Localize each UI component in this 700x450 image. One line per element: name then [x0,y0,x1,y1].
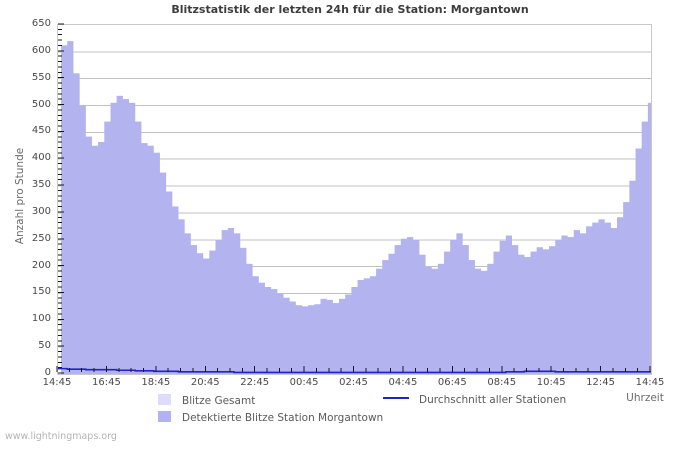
plot-canvas [58,41,651,374]
x-tick-label: 22:45 [240,377,270,388]
legend-swatch-detektierte-blitze [158,411,171,422]
x-axis-label: Uhrzeit [626,392,664,404]
legend-label-durchschnitt: Durchschnitt aller Stationen [419,394,567,406]
series-line-average [58,367,651,374]
x-tick-label: 10:45 [536,377,566,388]
x-tick-label: 14:45 [42,377,72,388]
x-tick-label: 14:45 [635,377,665,388]
y-tick-label: 150 [31,286,51,298]
plot-area [57,24,652,375]
legend-item-blitze-gesamt: Blitze Gesamt [158,394,255,407]
x-tick-label: 20:45 [190,377,220,388]
legend-label-detektierte-blitze: Detektierte Blitze Station Morgantown [182,412,384,424]
y-tick-label: 50 [38,340,51,352]
y-tick-label: 500 [31,98,51,110]
y-tick-label: 650 [31,18,51,29]
x-tick-label: 00:45 [289,377,319,388]
legend: Blitze Gesamt Detektierte Blitze Station… [0,392,700,432]
x-tick-label: 12:45 [586,377,615,388]
y-tick-label: 300 [31,205,51,217]
x-tick-label: 02:45 [339,377,368,388]
y-tick-label: 550 [31,71,51,83]
y-tick-label: 0 [44,367,51,378]
legend-label-blitze-gesamt: Blitze Gesamt [182,395,256,407]
y-tick-label: 450 [31,125,51,137]
x-tick-label: 04:45 [388,377,418,388]
x-tick-label: 16:45 [91,377,121,388]
y-tick-label: 600 [31,44,51,56]
x-tick-label: 06:45 [437,377,467,388]
series-area-1 [58,41,651,374]
page-title: Blitzstatistik der letzten 24h für die S… [171,3,529,16]
y-tick-label: 250 [31,232,51,244]
legend-line-durchschnitt [383,397,409,399]
series-layer [58,41,651,374]
x-tick-label: 08:45 [487,377,517,388]
legend-swatch-blitze-gesamt [158,394,171,405]
y-tick-label: 350 [31,179,51,191]
legend-item-durchschnitt: Durchschnitt aller Stationen [383,394,566,406]
y-tick-label: 100 [31,313,51,325]
footer-attribution: www.lightningmaps.org [5,431,117,442]
y-tick-label: 200 [31,259,51,271]
x-tick-label: 18:45 [141,377,171,388]
y-tick-label: 400 [31,152,51,164]
legend-item-detektierte-blitze: Detektierte Blitze Station Morgantown [158,411,383,424]
